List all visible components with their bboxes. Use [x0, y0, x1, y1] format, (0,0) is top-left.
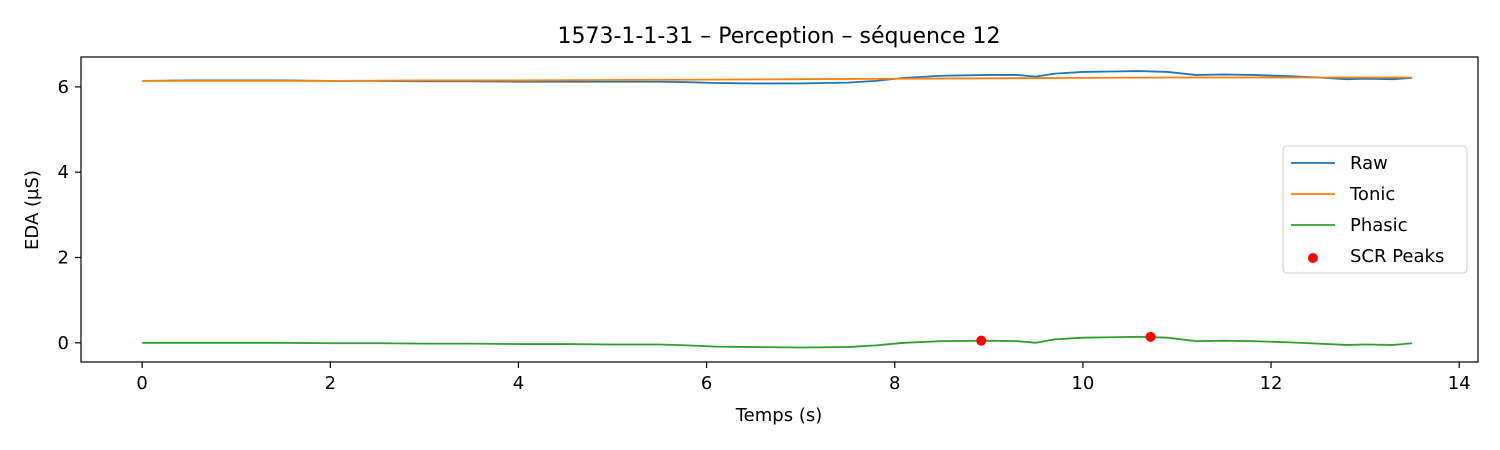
chart-title: 1573-1-1-31 – Perception – séquence 12: [557, 24, 1000, 49]
scr-peak-point: [976, 335, 987, 346]
legend-label: Tonic: [1349, 184, 1395, 205]
series-line-tonic: [142, 76, 1413, 82]
y-tick-label: 6: [58, 77, 69, 98]
x-tick-label: 12: [1260, 373, 1283, 394]
x-tick-label: 2: [325, 373, 336, 394]
x-tick-label: 0: [136, 373, 147, 394]
series-line-phasic: [142, 335, 1413, 349]
plot-area: 0 2 4 6 8 10 12 14 0 2 4 6: [58, 56, 1479, 394]
legend-label: Raw: [1350, 153, 1388, 174]
scr-peak-point: [1145, 331, 1156, 342]
y-axis-label: EDA (µS): [22, 170, 43, 250]
y-tick-label: 4: [58, 162, 69, 183]
series-lines: [142, 70, 1413, 349]
legend: Raw Tonic Phasic SCR Peaks: [1282, 145, 1468, 274]
x-axis-label: Temps (s): [735, 405, 823, 426]
x-tick-label: 4: [513, 373, 524, 394]
legend-box: [1282, 145, 1468, 274]
legend-label: Phasic: [1350, 215, 1408, 236]
y-axis: 0 2 4 6: [58, 77, 81, 354]
legend-swatch-scr-peaks: [1308, 253, 1318, 263]
x-tick-label: 8: [889, 373, 900, 394]
x-tick-label: 14: [1448, 373, 1471, 394]
y-tick-label: 2: [58, 247, 69, 268]
legend-label: SCR Peaks: [1350, 246, 1444, 267]
x-axis: 0 2 4 6 8 10 12 14: [136, 362, 1471, 394]
scr-peaks: [976, 331, 1156, 346]
x-tick-label: 6: [701, 373, 712, 394]
axes-frame: [80, 56, 1479, 363]
y-tick-label: 0: [58, 333, 69, 354]
x-tick-label: 10: [1071, 373, 1094, 394]
